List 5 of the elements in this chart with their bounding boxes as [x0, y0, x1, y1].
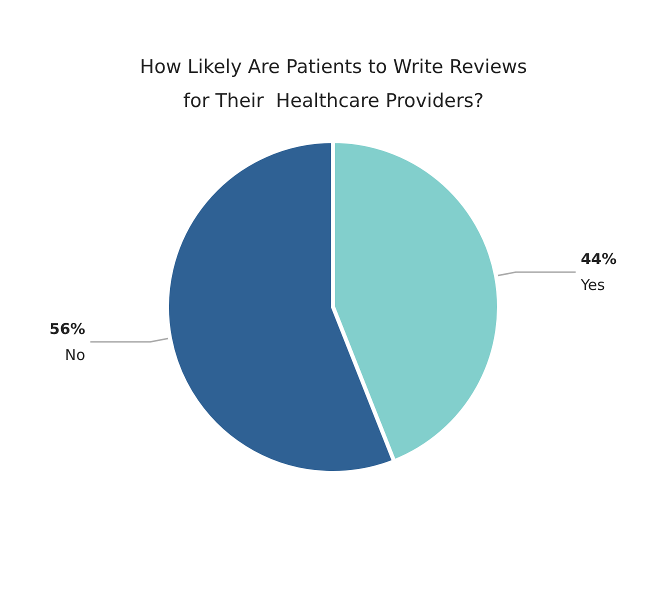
slice-label: Yes: [580, 276, 606, 294]
data-label: 56%: [49, 320, 86, 338]
data-label: 44%: [580, 250, 617, 268]
slice-label: No: [64, 346, 86, 364]
chart-title: How Likely Are Patients to Write Reviews for Their Healthcare Providers?: [140, 56, 528, 112]
